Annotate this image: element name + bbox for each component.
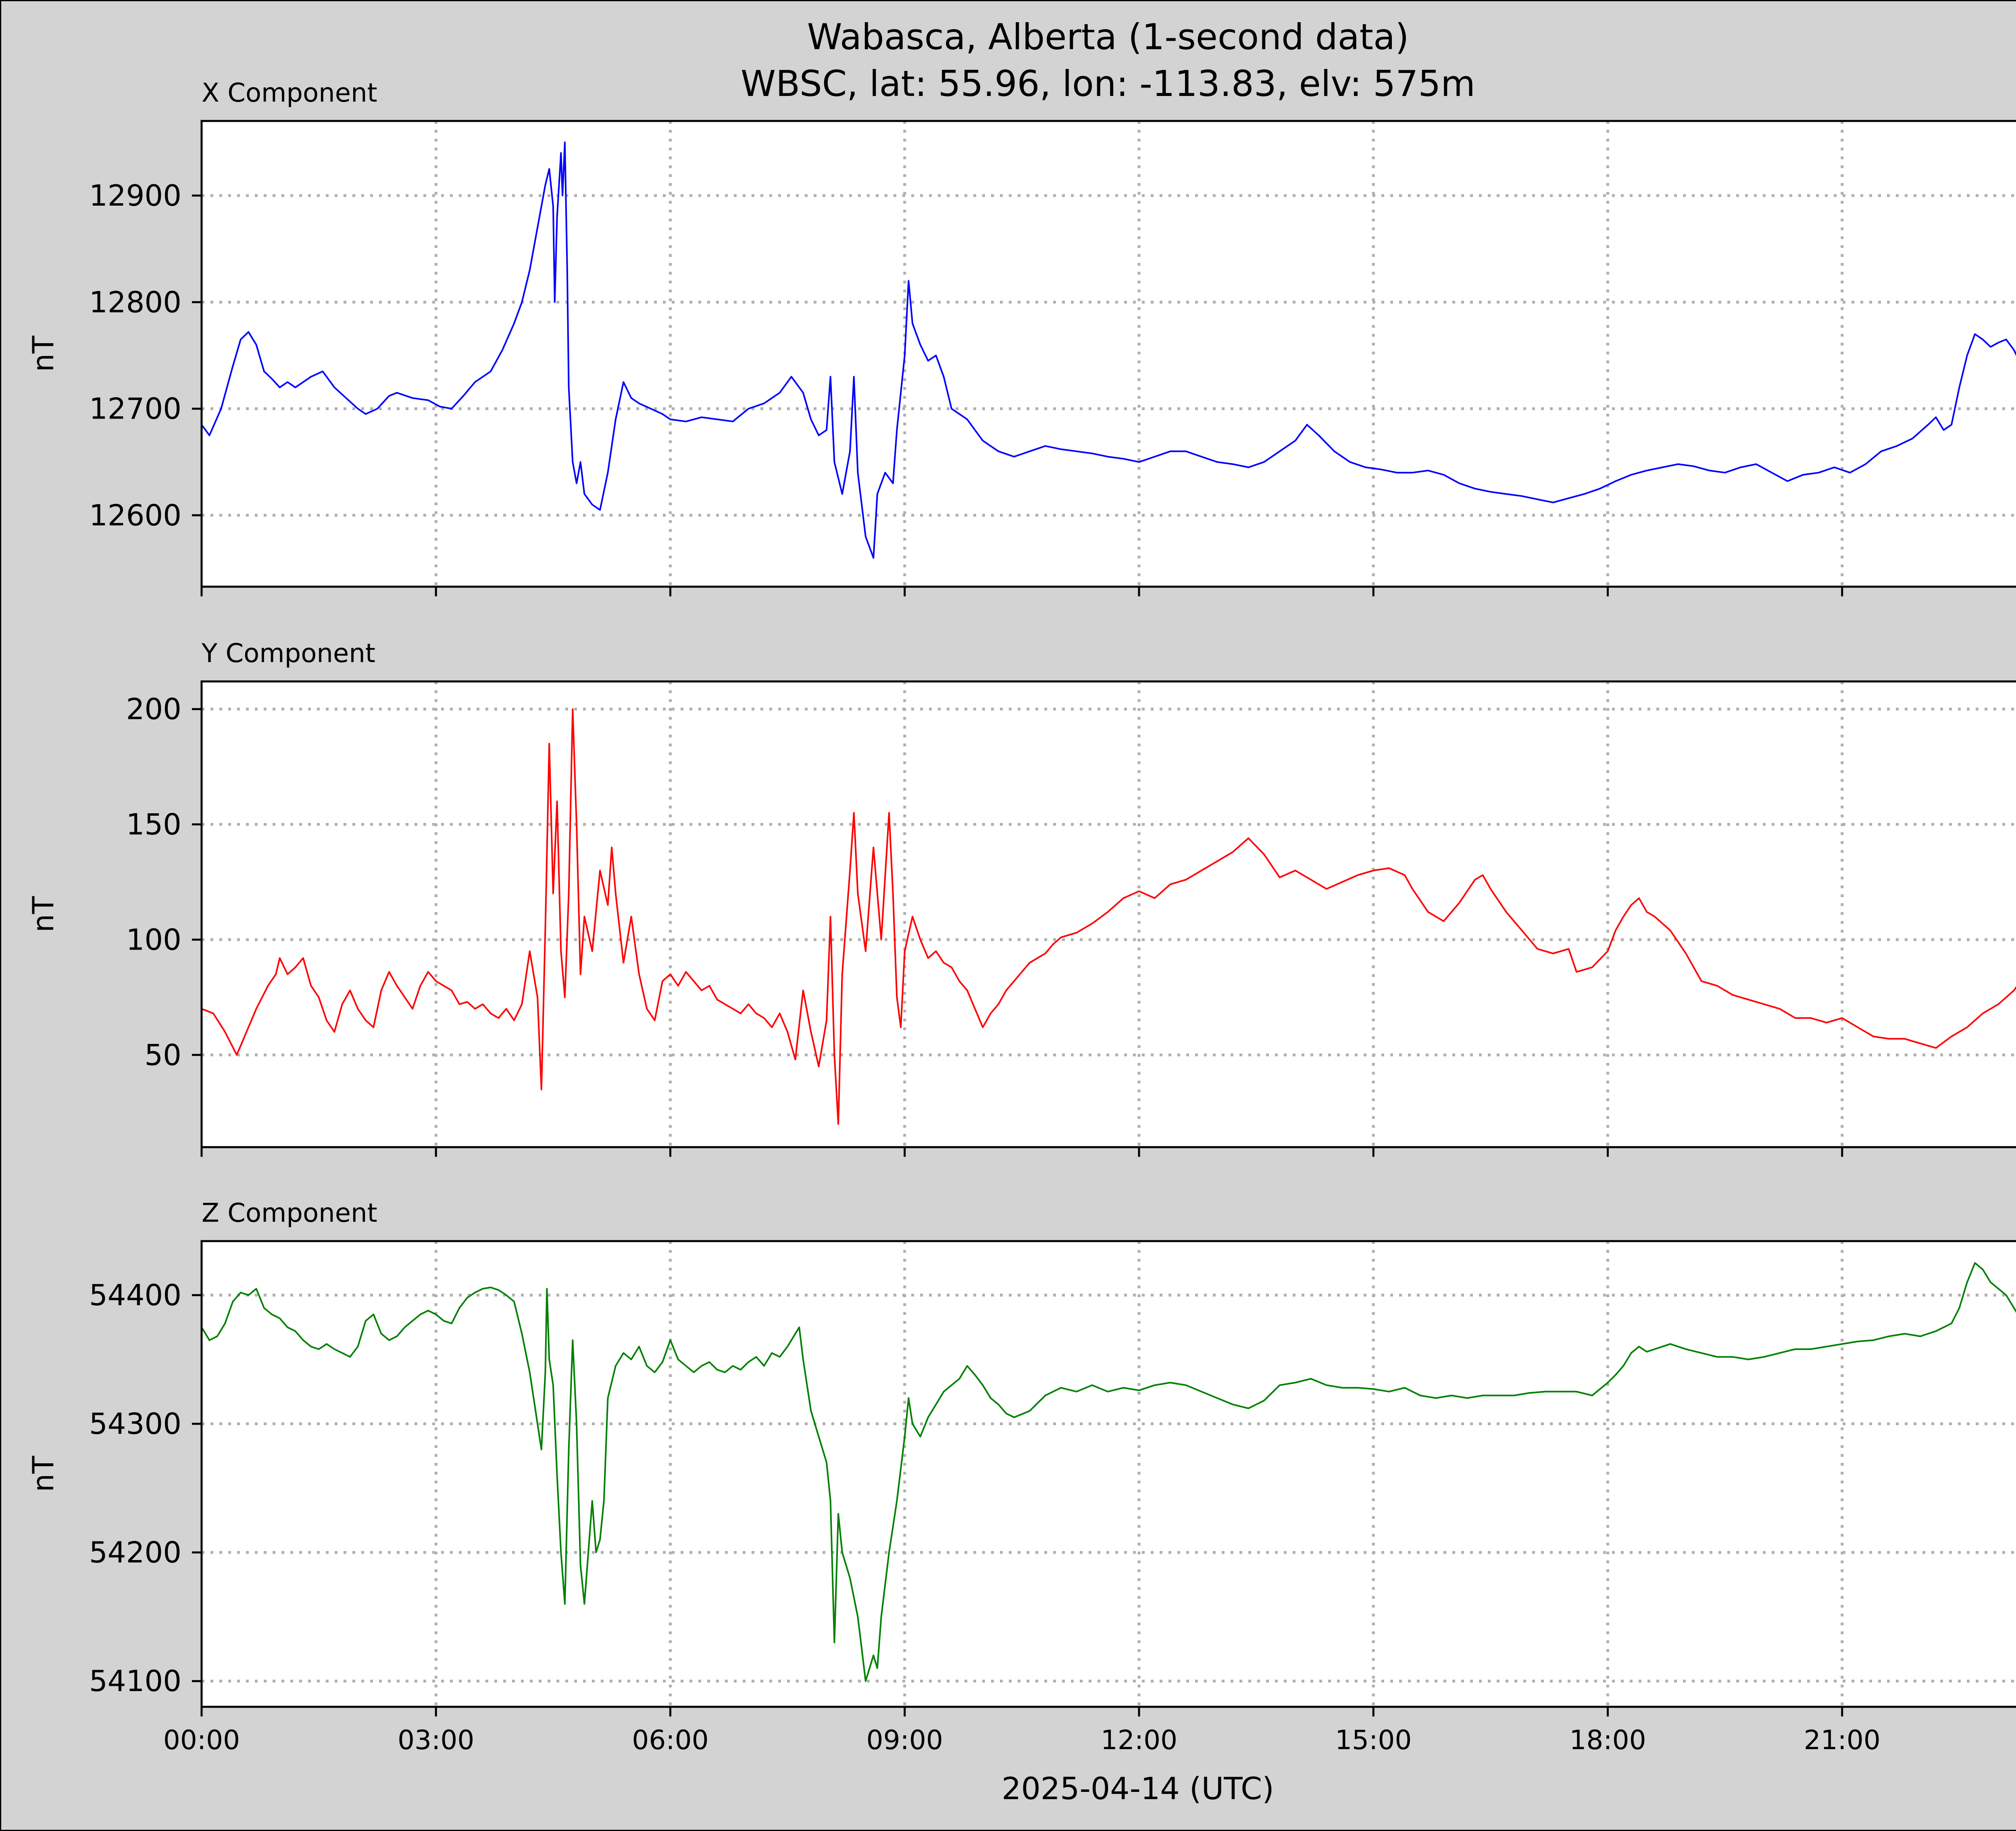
panel-title-x: X Component [202, 78, 377, 108]
x-tick-label-z-2: 06:00 [632, 1725, 708, 1756]
figure-subtitle: WBSC, lat: 55.96, lon: -113.83, elv: 575… [741, 63, 1475, 104]
x-axis-label: 2025-04-14 (UTC) [1002, 1771, 1274, 1806]
y-tick-label-x-3: 12900 [89, 179, 181, 212]
x-tick-label-z-1: 03:00 [398, 1725, 474, 1756]
y-tick-label-x-1: 12700 [89, 392, 181, 426]
x-tick-label-z-4: 12:00 [1101, 1725, 1177, 1756]
y-axis-label-z: nT [26, 1456, 60, 1492]
x-tick-label-z-0: 00:00 [163, 1725, 240, 1756]
y-tick-label-z-3: 54400 [89, 1278, 181, 1312]
series-line-x [201, 141, 2016, 559]
series-line-y [201, 708, 2016, 1125]
panel-z: 00:00 03:00 06:00 09:00 12:00 15:00 18:00 21:00… [26, 1198, 2016, 1756]
y-tick-label-z-1: 54200 [89, 1535, 181, 1569]
x-tick-label-z-6: 18:00 [1569, 1725, 1646, 1756]
plot-area-z [202, 1241, 2016, 1707]
panel-x: 12600 12700 12800 12900 X Component nT [26, 78, 2016, 596]
y-tick-label-z-0: 54100 [89, 1664, 181, 1698]
y-tick-label-y-3: 200 [126, 692, 181, 726]
y-tick-label-y-1: 100 [126, 923, 181, 956]
y-tick-label-y-2: 150 [126, 808, 181, 842]
y-tick-label-z-2: 54300 [89, 1407, 181, 1441]
plot-area-x [202, 121, 2016, 587]
x-tick-label-z-5: 15:00 [1335, 1725, 1412, 1756]
panel-title-y: Y Component [201, 639, 375, 669]
panel-title-z: Z Component [202, 1198, 377, 1228]
panel-y: 50 100 150 200 Y Component nT [26, 639, 2016, 1157]
figure-title: Wabasca, Alberta (1-second data) [807, 16, 1409, 58]
y-tick-label-x-2: 12800 [89, 285, 181, 319]
y-axis-label-y: nT [26, 896, 60, 933]
x-tick-label-z-7: 21:00 [1804, 1725, 1881, 1756]
series-line-z [201, 1262, 2016, 1682]
y-tick-label-x-0: 12600 [89, 498, 181, 532]
plot-area-y [202, 681, 2016, 1147]
y-tick-label-y-0: 50 [144, 1038, 181, 1072]
y-axis-label-x: nT [26, 335, 60, 372]
x-tick-label-z-3: 09:00 [866, 1725, 943, 1756]
